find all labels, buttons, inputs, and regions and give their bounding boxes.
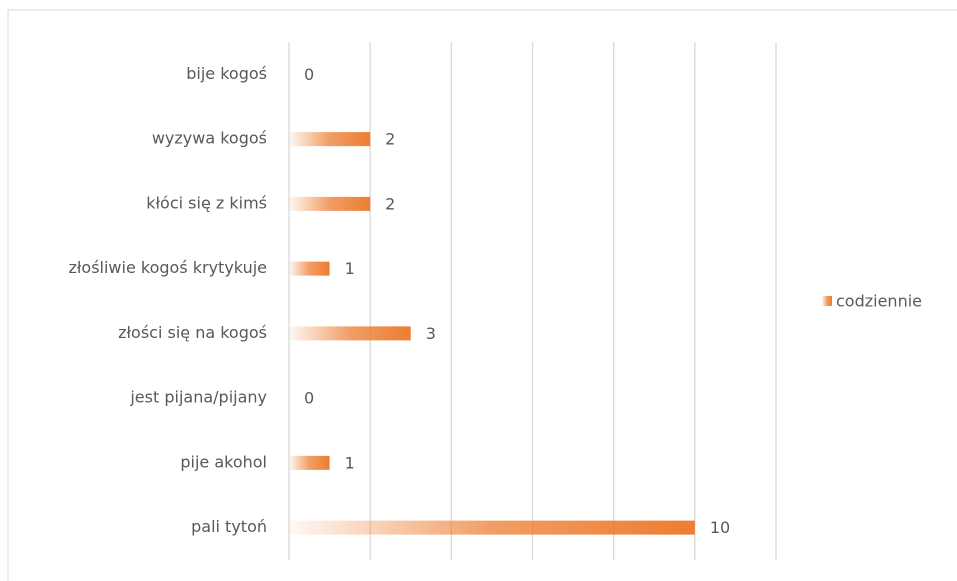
y-tick-label: złości się na kogoś [118, 323, 267, 342]
data-label: 0 [304, 389, 314, 408]
bar [289, 520, 695, 535]
data-label: 2 [385, 194, 395, 213]
chart-frame [7, 9, 957, 581]
data-label: 2 [385, 130, 395, 149]
bar [289, 455, 330, 470]
y-tick-label: wyzywa kogoś [152, 129, 267, 148]
data-label: 10 [710, 518, 730, 537]
data-label: 0 [304, 65, 314, 84]
bar [289, 132, 371, 147]
bar [289, 326, 411, 341]
data-label: 1 [345, 453, 355, 472]
y-tick-label: pali tytoń [191, 517, 267, 536]
y-tick-label: jest pijana/pijany [129, 388, 267, 407]
y-tick-label: złośliwie kogoś krytykuje [68, 258, 267, 277]
data-label: 1 [345, 259, 355, 278]
y-tick-label: bije kogoś [186, 64, 267, 83]
bar [289, 261, 330, 276]
legend-label: codziennie [836, 292, 922, 311]
y-tick-label: kłóci się z kimś [146, 193, 267, 212]
legend-swatch [822, 296, 832, 306]
y-tick-label: pije akohol [180, 452, 267, 471]
data-label: 3 [426, 324, 436, 343]
bar [289, 196, 371, 211]
